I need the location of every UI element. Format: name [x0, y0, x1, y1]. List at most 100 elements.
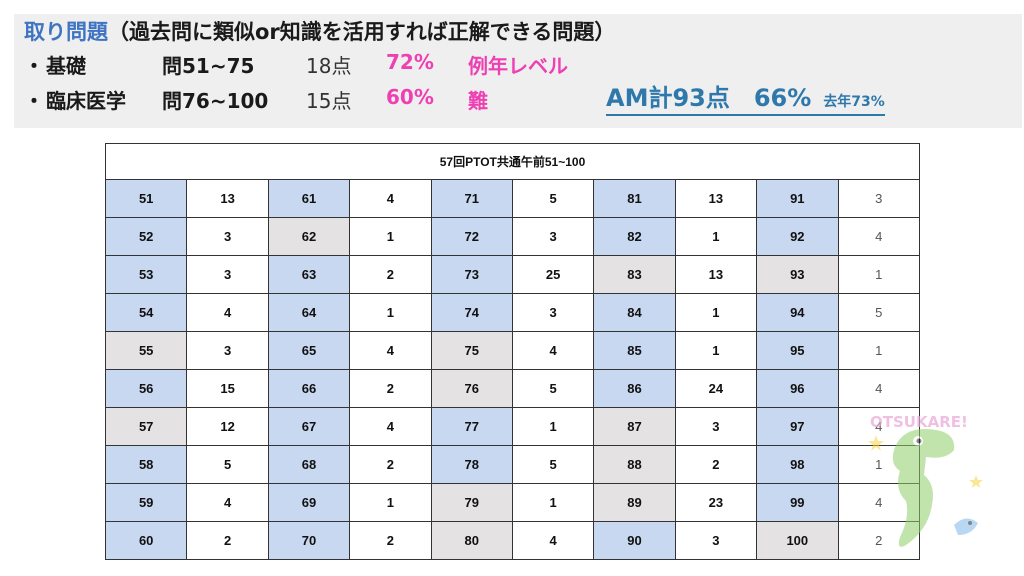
question-number-cell: 68: [267, 445, 351, 484]
answer-count-cell: 1: [349, 293, 432, 332]
answer-count-cell: 1: [674, 331, 758, 370]
question-number-cell: 67: [267, 407, 351, 446]
row-label: 臨床医学: [46, 89, 126, 113]
answer-count-cell: 2: [186, 521, 269, 560]
question-number-cell: 59: [104, 483, 188, 522]
answer-count-cell: 4: [837, 217, 921, 256]
answer-count-cell: 3: [674, 407, 758, 446]
question-number-cell: 71: [430, 179, 513, 218]
answer-count-cell: 5: [511, 179, 595, 218]
question-number-cell: 52: [104, 217, 188, 256]
answer-count-cell: 3: [186, 331, 269, 370]
answer-count-cell: 12: [186, 407, 269, 446]
answer-count-cell: 3: [186, 255, 269, 294]
question-number-cell: 53: [104, 255, 188, 294]
table-row: 60 2 70 2 80 4 90 3 100 2: [104, 521, 921, 560]
answer-count-cell: 5: [511, 445, 595, 484]
row-note: 難: [468, 89, 488, 113]
answer-count-cell: 2: [349, 369, 432, 408]
row-label: 基礎: [46, 54, 86, 78]
title-main: 取り問題: [24, 20, 108, 44]
table-title: 57回PTOT共通午前51~100: [105, 143, 920, 180]
question-number-cell: 66: [267, 369, 351, 408]
summary-row-basic: ・ 基礎 問51~75 18点 72% 例年レベル: [24, 50, 624, 78]
answer-count-cell: 4: [511, 331, 595, 370]
question-number-cell: 100: [756, 521, 839, 560]
answer-count-cell: 25: [511, 255, 595, 294]
question-number-cell: 76: [430, 369, 513, 408]
question-number-cell: 62: [267, 217, 351, 256]
answer-count-cell: 4: [837, 369, 921, 408]
question-number-cell: 86: [593, 369, 676, 408]
answer-count-cell: 4: [349, 407, 432, 446]
answer-count-cell: 13: [674, 179, 758, 218]
table-body: 51 13 61 4 71 5 81 13 91 3 52 3 62 1 72 3 82 1 92 4 53 3 63 2 73…: [104, 179, 921, 560]
row-bullet: ・: [24, 89, 44, 113]
answer-count-cell: 3: [186, 217, 269, 256]
answer-count-cell: 1: [674, 217, 758, 256]
answer-count-cell: 13: [186, 179, 269, 218]
answer-count-cell: 1: [837, 255, 921, 294]
row-range: 問51~75: [162, 54, 255, 78]
question-number-cell: 93: [756, 255, 839, 294]
am-last-year: 去年73%: [823, 94, 885, 110]
answer-count-cell: 2: [349, 521, 432, 560]
answer-count-cell: 4: [511, 521, 595, 560]
summary-title: 取り問題（過去問に類似or知識を活用すれば正解できる問題）: [24, 16, 615, 46]
answer-count-cell: 1: [837, 331, 921, 370]
question-number-cell: 77: [430, 407, 513, 446]
answer-count-cell: 24: [674, 369, 758, 408]
question-number-cell: 69: [267, 483, 351, 522]
question-number-cell: 83: [593, 255, 676, 294]
question-number-cell: 81: [593, 179, 676, 218]
table-row: 59 4 69 1 79 1 89 23 99 4: [104, 483, 921, 522]
question-number-cell: 85: [593, 331, 676, 370]
mascot-text: OTSUKARE!: [870, 413, 968, 431]
answer-count-cell: 3: [674, 521, 758, 560]
question-number-cell: 72: [430, 217, 513, 256]
am-total-label: AM計93点: [606, 84, 730, 112]
question-number-cell: 87: [593, 407, 676, 446]
question-number-cell: 82: [593, 217, 676, 256]
question-number-cell: 55: [104, 331, 188, 370]
row-percent: 60%: [386, 85, 434, 109]
question-number-cell: 51: [104, 179, 188, 218]
question-number-cell: 84: [593, 293, 676, 332]
table-row: 53 3 63 2 73 25 83 13 93 1: [104, 255, 921, 294]
answer-count-cell: 2: [349, 255, 432, 294]
question-number-cell: 96: [756, 369, 839, 408]
summary-panel: 取り問題（過去問に類似or知識を活用すれば正解できる問題） ・ 基礎 問51~7…: [14, 14, 1022, 128]
question-number-cell: 54: [104, 293, 188, 332]
answer-count-cell: 15: [186, 369, 269, 408]
question-number-cell: 64: [267, 293, 351, 332]
row-bullet: ・: [24, 54, 44, 78]
answer-count-cell: 3: [511, 293, 595, 332]
question-number-cell: 65: [267, 331, 351, 370]
answer-count-cell: 1: [349, 217, 432, 256]
question-number-cell: 79: [430, 483, 513, 522]
table-row: 54 4 64 1 74 3 84 1 94 5: [104, 293, 921, 332]
answer-count-cell: 3: [511, 217, 595, 256]
answer-count-cell: 4: [837, 407, 921, 446]
question-number-cell: 61: [267, 179, 351, 218]
question-number-cell: 60: [104, 521, 188, 560]
crocodile-mascot-icon: OTSUKARE!: [868, 413, 983, 547]
table-row: 56 15 66 2 76 5 86 24 96 4: [104, 369, 921, 408]
table-row: 52 3 62 1 72 3 82 1 92 4: [104, 217, 921, 256]
answer-count-cell: 3: [837, 179, 921, 218]
question-number-cell: 89: [593, 483, 676, 522]
answer-count-cell: 4: [186, 483, 269, 522]
score-table: 57回PTOT共通午前51~100 51 13 61 4 71 5 81 13 91 3 52 3 62…: [104, 143, 921, 560]
question-number-cell: 56: [104, 369, 188, 408]
answer-count-cell: 2: [349, 445, 432, 484]
question-number-cell: 73: [430, 255, 513, 294]
am-total-percent: 66%: [753, 84, 812, 112]
title-subtitle: （過去問に類似or知識を活用すれば正解できる問題）: [108, 20, 616, 44]
answer-count-cell: 1: [511, 483, 595, 522]
am-total-summary: AM計93点 66% 去年73%: [606, 78, 885, 116]
question-number-cell: 80: [430, 521, 513, 560]
table-row: 57 12 67 4 77 1 87 3 97 4: [104, 407, 921, 446]
answer-count-cell: 1: [674, 293, 758, 332]
question-number-cell: 94: [756, 293, 839, 332]
answer-count-cell: 4: [349, 331, 432, 370]
